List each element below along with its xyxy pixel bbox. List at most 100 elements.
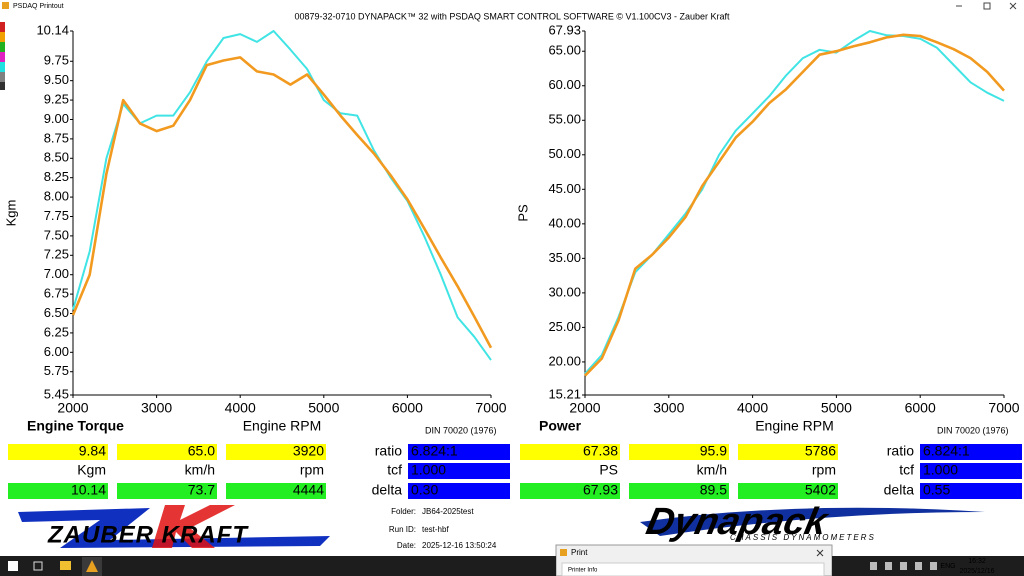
x-axis-label: Engine RPM <box>755 418 834 434</box>
print-section: Printer Info <box>568 568 598 574</box>
tcf-box <box>408 463 510 479</box>
print-icon <box>560 549 567 556</box>
close-button[interactable] <box>1009 2 1017 10</box>
y-tick-label: 20.00 <box>548 353 581 368</box>
y-tick-label: 35.00 <box>548 250 581 265</box>
clock-date: 2025/12/16 <box>959 568 994 575</box>
logo-text: ZAUBER KRAFT <box>47 521 249 548</box>
x-tick-label: 4000 <box>225 400 256 416</box>
y-tick-label: 9.25 <box>44 92 69 107</box>
app-title: PSDAQ Printout <box>13 3 64 10</box>
maximize-button[interactable] <box>983 2 991 10</box>
peak-value: 5402 <box>805 482 836 498</box>
folder-value: JB64-2025test <box>422 507 474 516</box>
peak-box <box>226 483 326 499</box>
delta-value: 0.30 <box>411 482 438 498</box>
y-axis-label: Kgm <box>3 200 18 227</box>
tray-icon[interactable] <box>915 562 922 570</box>
y-tick-label: 5.45 <box>44 386 69 401</box>
tray-icon[interactable] <box>900 562 907 570</box>
peak-value: 73.7 <box>188 482 215 498</box>
current-value: 5786 <box>805 443 836 459</box>
run-value: test-hbf <box>422 525 449 534</box>
x-tick-label: 5000 <box>821 400 852 416</box>
unit: rpm <box>812 462 836 478</box>
task-view[interactable] <box>33 561 43 571</box>
y-tick-label: 6.75 <box>44 286 69 301</box>
color-strip <box>0 22 5 90</box>
x-tick-label: 7000 <box>475 400 506 416</box>
explorer-icon[interactable] <box>60 561 71 570</box>
y-tick-label: 6.00 <box>44 344 69 359</box>
current-box <box>629 444 729 460</box>
current-box <box>117 444 217 460</box>
current-value: 65.0 <box>188 443 215 459</box>
current-box <box>738 444 838 460</box>
y-tick-label: 8.25 <box>44 169 69 184</box>
taskbar <box>832 556 1024 576</box>
delta-box <box>408 483 510 499</box>
tcf-value: 1.000 <box>923 462 958 478</box>
zauber-kraft-logo: ZAUBER KRAFT <box>18 505 330 548</box>
tray-icon[interactable] <box>870 562 877 570</box>
power-curve <box>71 56 493 349</box>
app-task-icon <box>86 560 98 572</box>
y-tick-label: 7.50 <box>44 227 69 242</box>
current-value: 3920 <box>293 443 324 459</box>
y-tick-label: 50.00 <box>548 146 581 161</box>
tcf-label: tcf <box>387 462 402 478</box>
tcf-value: 1.000 <box>411 462 446 478</box>
y-tick-label: 65.00 <box>548 43 581 58</box>
y-tick-label: 9.50 <box>44 72 69 87</box>
logo-swoosh <box>18 508 330 548</box>
current-value: 95.9 <box>700 443 727 459</box>
current-value: 67.38 <box>583 443 618 459</box>
folder-label: Folder: <box>391 507 416 516</box>
y-tick-label: 67.93 <box>548 22 581 37</box>
start-button[interactable] <box>8 561 18 571</box>
ratio-label: ratio <box>375 443 402 459</box>
tray-icon[interactable] <box>930 562 937 570</box>
peak-box <box>117 483 217 499</box>
ratio-box <box>408 444 510 460</box>
logo-swoosh <box>640 507 985 536</box>
language: ENG <box>940 563 955 570</box>
y-tick-label: 15.21 <box>548 386 581 401</box>
x-tick-label: 6000 <box>392 400 423 416</box>
ratio-box <box>920 444 1022 460</box>
app-icon <box>2 2 9 9</box>
panel-title: Power <box>539 418 582 434</box>
peak-value: 67.93 <box>583 482 618 498</box>
clock-time: 16:32 <box>968 558 986 565</box>
title-bar <box>0 0 1024 12</box>
x-tick-label: 3000 <box>653 400 684 416</box>
unit: km/h <box>697 462 727 478</box>
ratio-value: 6.824:1 <box>923 443 970 459</box>
peak-box <box>629 483 729 499</box>
ratio-value: 6.824:1 <box>411 443 458 459</box>
unit: rpm <box>300 462 324 478</box>
taskbar <box>0 556 556 576</box>
x-tick-label: 4000 <box>737 400 768 416</box>
x-tick-label: 7000 <box>988 400 1019 416</box>
peak-box <box>738 483 838 499</box>
peak-value: 10.14 <box>71 482 106 498</box>
x-tick-label: 2000 <box>57 400 88 416</box>
y-tick-label: 8.50 <box>44 150 69 165</box>
delta-box <box>920 483 1022 499</box>
y-tick-label: 40.00 <box>548 215 581 230</box>
current-value: 9.84 <box>79 443 106 459</box>
peak-box <box>8 483 108 499</box>
panel-title: Engine Torque <box>27 418 124 434</box>
run-label: Run ID: <box>389 525 416 534</box>
y-tick-label: 9.75 <box>44 53 69 68</box>
unit: km/h <box>185 462 215 478</box>
print-close[interactable] <box>816 549 824 557</box>
power-curve <box>584 33 1005 377</box>
x-tick-label: 3000 <box>141 400 172 416</box>
current-box <box>226 444 326 460</box>
y-tick-label: 7.25 <box>44 247 69 262</box>
tray-icon[interactable] <box>885 562 892 570</box>
peak-box <box>520 483 620 499</box>
